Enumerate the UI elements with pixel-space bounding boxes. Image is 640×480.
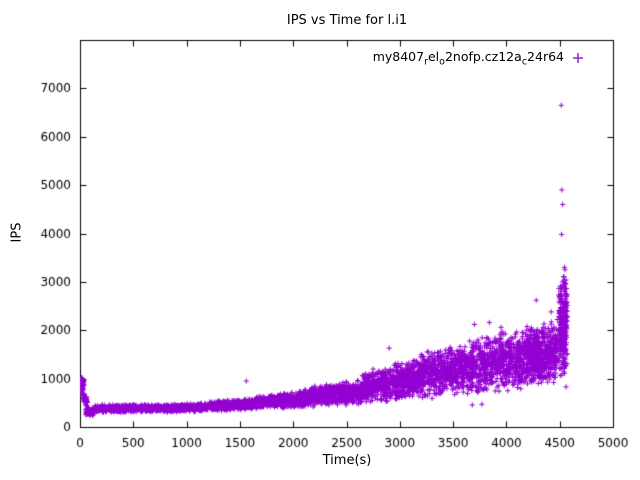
x-axis-label: Time(s) — [322, 453, 372, 468]
chart-title: IPS vs Time for l.i1 — [286, 13, 408, 28]
legend-label: my8407relo2nofp.cz12ac24r64 — [372, 49, 564, 68]
plus-marker-icon — [572, 52, 584, 64]
y-axis-label: IPS — [9, 222, 25, 243]
legend: my8407relo2nofp.cz12ac24r64 — [373, 49, 584, 67]
